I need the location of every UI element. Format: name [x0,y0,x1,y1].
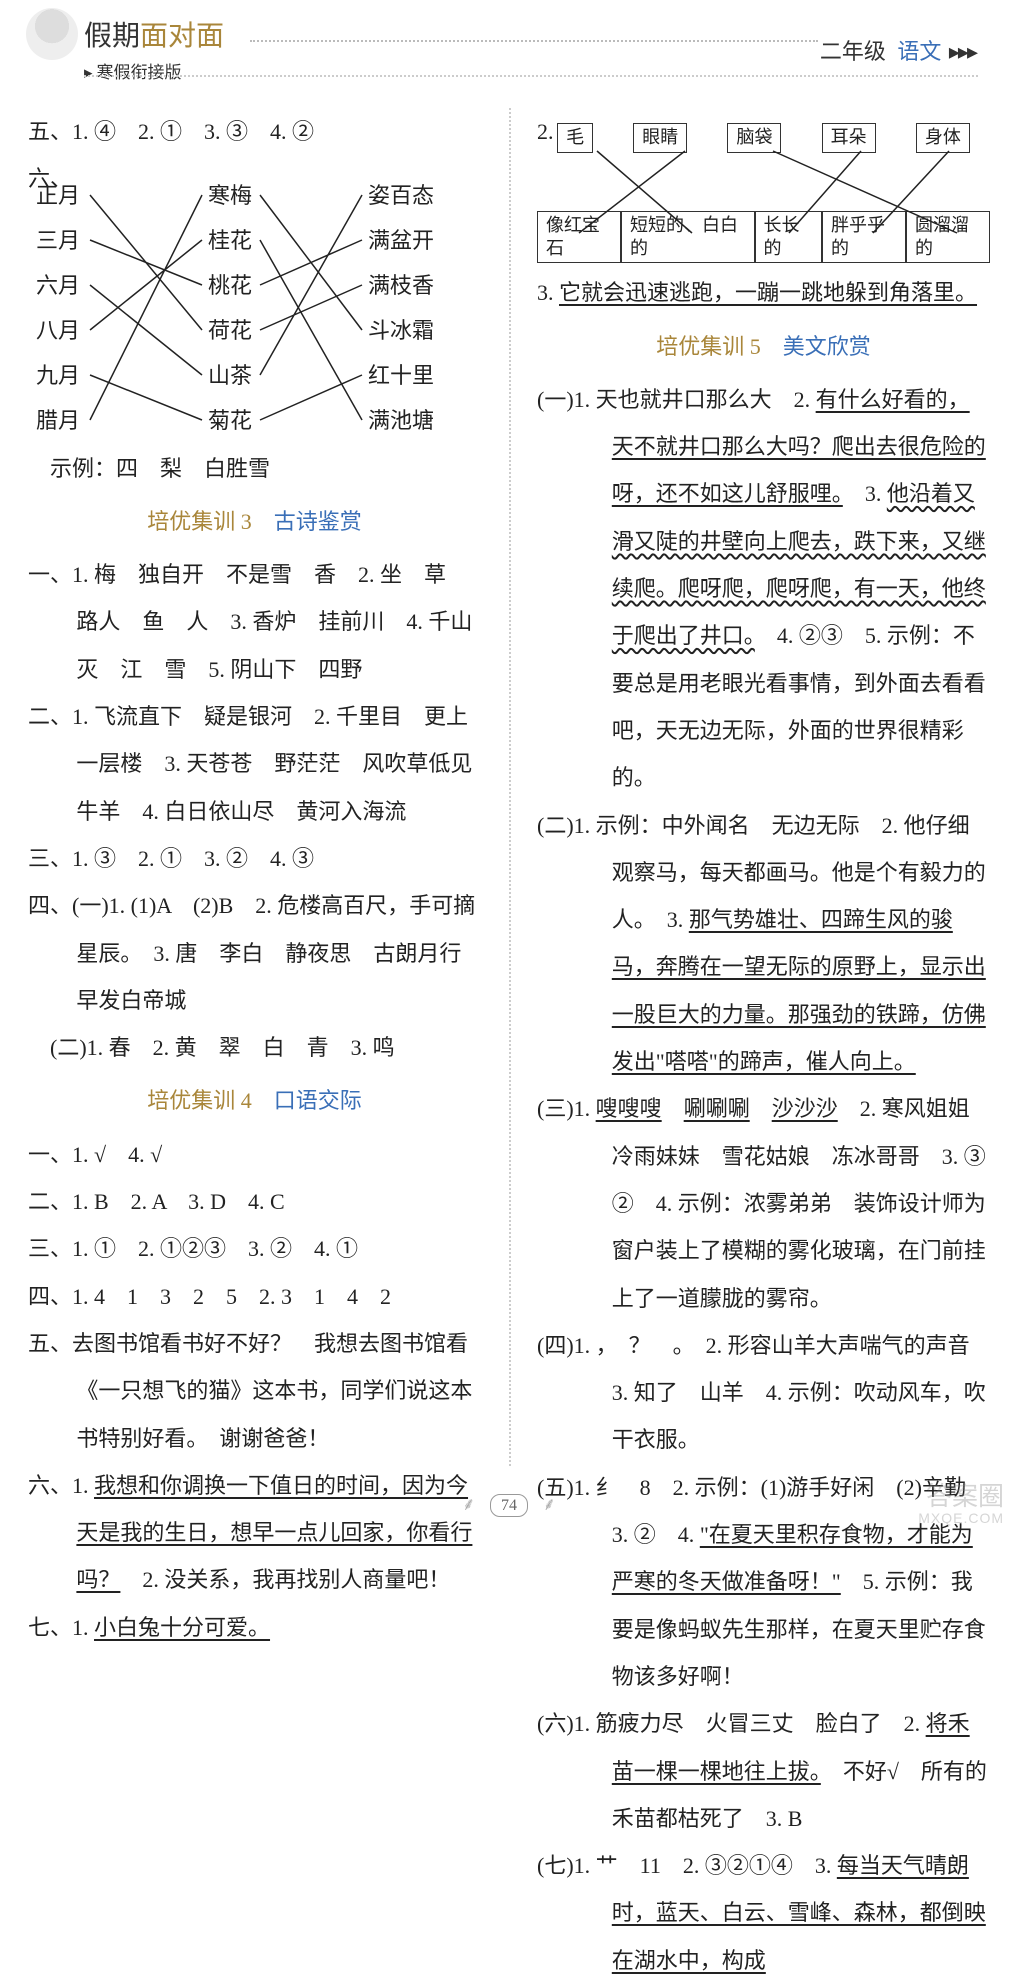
match-lines [28,173,488,443]
underline-text: 沙沙沙 [772,1096,838,1121]
grade-label: 二年级 [820,39,886,64]
arrows-icon: ▸▸▸ [949,39,976,64]
section-title-5: 培优集训 5 美文欣赏 [537,323,990,370]
header-dot-rule [250,40,818,42]
title-pre: 假期 [84,21,140,52]
watermark: 答案圈 MXQE.COM [918,1482,1004,1526]
text-line: 四、1. 4 1 3 2 5 2. 3 1 4 2 [28,1273,481,1320]
text-line: (六)1. 筋疲力尽 火冒三丈 脸白了 2. 将禾苗一棵一棵地往上拔。 不好√ … [537,1700,990,1842]
header-sub-rule [84,75,978,77]
ornament-icon: ⸙ [462,1494,476,1514]
header-cartoon-icon [26,8,78,60]
box-match-lines [537,123,997,263]
text-line: 四、(一)1. (1)A (2)B 2. 危楼高百尺，手可摘星辰。 3. 唐 李… [28,882,481,1024]
text-line: (一)1. 天也就井口那么大 2. 有什么好看的，天不就井口那么大吗？爬出去很危… [537,376,990,802]
right-column: 2. 毛 眼睛 脑袋 耳朵 身体 像红宝石 短短的、白白的 长长的 胖乎乎的 圆… [509,108,1018,1466]
text-line: 二、1. B 2. A 3. D 4. C [28,1178,481,1225]
watermark-line2: MXQE.COM [918,1511,1004,1526]
watermark-line1: 答案圈 [918,1482,1004,1511]
text-line: (四)1. ， ？ 。 2. 形容山羊大声喘气的声音 3. 知了 山羊 4. 示… [537,1322,990,1464]
subject-label: 语文 [897,39,941,64]
text-line: 三、1. ① 2. ①②③ 3. ② 4. ① [28,1225,481,1272]
text-line: 一、1. √ 4. √ [28,1131,481,1178]
underline-text: 那气势雄壮、四蹄生风的骏马，奔腾在一望无际的原野上，显示出一股巨大的力量。那强劲… [612,907,986,1074]
text-line: (七)1. 艹 11 2. ③②①④ 3. 每当天气晴朗时，蓝天、白云、雪峰、森… [537,1842,990,1984]
title-accent: 面对面 [140,21,224,52]
text-line: 六、1. 我想和你调换一下值日的时间，因为今天是我的生日，想早一点儿回家，你看行… [28,1462,481,1604]
text-line: 五、1. ④ 2. ① 3. ③ 4. ② [28,108,481,155]
title-subtitle: 寒假衔接版 [84,58,224,83]
text-line: 3. 它就会迅速逃跑，一蹦一跳地躲到角落里。 [537,269,990,316]
text-line: (三)1. 嗖嗖嗖 唰唰唰 沙沙沙 2. 寒风姐姐 冷雨妹妹 雪花姑娘 冻冰哥哥… [537,1085,990,1321]
content-columns: 五、1. ④ 2. ① 3. ③ 4. ② 六、 正月 三月 六月 八月 九月 … [0,108,1018,1466]
text-line: 五、去图书馆看书好不好？ 我想去图书馆看《一只想飞的猫》这本书，同学们说这本书特… [28,1320,481,1462]
underline-text: 嗖嗖嗖 [596,1096,662,1121]
section-title-3: 培优集训 3 古诗鉴赏 [28,498,481,545]
left-column: 五、1. ④ 2. ① 3. ③ 4. ② 六、 正月 三月 六月 八月 九月 … [0,108,509,1466]
page-footer: ⸙ 74 ⸙ [0,1492,1018,1516]
header-titles: 假期面对面 寒假衔接版 [84,14,224,83]
underline-text: 它就会迅速逃跑，一蹦一跳地躲到角落里。 [559,280,977,305]
box-match-diagram: 毛 眼睛 脑袋 耳朵 身体 像红宝石 短短的、白白的 长长的 胖乎乎的 圆溜溜的 [537,123,990,263]
text-line: 二、1. 飞流直下 疑是银河 2. 千里目 更上一层楼 3. 天苍苍 野茫茫 风… [28,693,481,835]
text-line: 示例：四 梨 白胜雪 [28,445,481,492]
underline-text: 小白兔十分可爱。 [94,1615,270,1640]
text-line: 一、1. 梅 独自开 不是雪 香 2. 坐 草 路人 鱼 人 3. 香炉 挂前川… [28,551,481,693]
text-line: 七、1. 小白兔十分可爱。 [28,1604,481,1651]
column-divider [509,108,511,1466]
page-number: 74 [490,1494,528,1517]
ornament-icon: ⸙ [543,1494,557,1514]
page-header: 假期面对面 寒假衔接版 二年级 语文 ▸▸▸ [0,0,1018,100]
text-line: (二)1. 示例：中外闻名 无边无际 2. 他仔细观察马，每天都画马。他是个有毅… [537,802,990,1086]
header-right: 二年级 语文 ▸▸▸ [820,34,976,66]
match-diagram: 正月 三月 六月 八月 九月 腊月 寒梅 桂花 桃花 荷花 山茶 菊花 姿百态 … [28,173,481,443]
text-line: 三、1. ③ 2. ① 3. ② 4. ③ [28,835,481,882]
text-line: (二)1. 春 2. 黄 翠 白 青 3. 鸣 [28,1024,481,1071]
section-title-4: 培优集训 4 口语交际 [28,1077,481,1124]
underline-text: 唰唰唰 [684,1096,750,1121]
